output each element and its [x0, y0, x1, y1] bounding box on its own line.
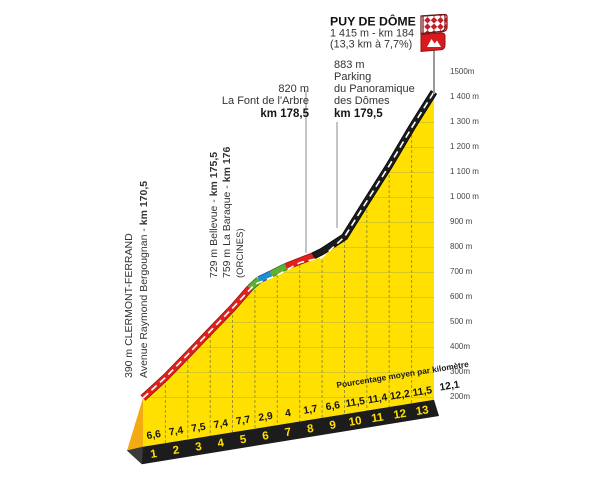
svg-text:300m: 300m — [450, 367, 470, 376]
svg-text:13: 13 — [415, 404, 430, 418]
svg-text:(13,3 km à 7,7%): (13,3 km à 7,7%) — [330, 39, 412, 51]
svg-text:7,4: 7,4 — [213, 418, 229, 431]
svg-text:2,9: 2,9 — [258, 411, 274, 424]
svg-text:700 m: 700 m — [450, 267, 473, 276]
svg-text:759 m La Baraque - km 176: 759 m La Baraque - km 176 — [221, 146, 233, 278]
svg-text:1500m: 1500m — [450, 67, 475, 76]
svg-text:820 m: 820 m — [278, 83, 309, 95]
svg-text:du Panoramique: du Panoramique — [334, 83, 415, 95]
svg-text:729 m Bellevue - km 175,5: 729 m Bellevue - km 175,5 — [208, 152, 220, 278]
svg-text:883 m: 883 m — [334, 59, 365, 71]
svg-text:km 178,5: km 178,5 — [260, 108, 309, 120]
svg-text:1 100 m: 1 100 m — [450, 167, 479, 176]
svg-text:500 m: 500 m — [450, 317, 473, 326]
svg-text:1 300 m: 1 300 m — [450, 117, 479, 126]
svg-text:6,6: 6,6 — [325, 400, 341, 413]
svg-text:7,5: 7,5 — [191, 422, 207, 435]
svg-text:900 m: 900 m — [450, 217, 473, 226]
svg-text:Parking: Parking — [334, 71, 371, 83]
svg-text:(ORCINES): (ORCINES) — [235, 228, 246, 278]
svg-text:La Font de l'Arbre: La Font de l'Arbre — [222, 95, 309, 107]
svg-text:des Dômes: des Dômes — [334, 95, 390, 107]
svg-text:390 m CLERMONT-FERRAND: 390 m CLERMONT-FERRAND — [123, 233, 135, 378]
svg-text:km 179,5: km 179,5 — [334, 108, 383, 120]
svg-text:11: 11 — [371, 411, 386, 425]
svg-text:7,4: 7,4 — [168, 425, 184, 438]
svg-text:200m: 200m — [450, 392, 470, 401]
svg-text:10: 10 — [348, 415, 363, 429]
svg-text:400m: 400m — [450, 342, 470, 351]
svg-text:Avenue Raymond Bergougnan - km: Avenue Raymond Bergougnan - km 170,5 — [138, 181, 150, 378]
svg-text:PUY DE DÔME: PUY DE DÔME — [330, 14, 416, 29]
svg-text:6,6: 6,6 — [146, 429, 162, 442]
svg-text:7,7: 7,7 — [235, 414, 251, 427]
svg-text:12: 12 — [393, 408, 408, 422]
svg-text:800 m: 800 m — [450, 242, 473, 251]
svg-text:1 200 m: 1 200 m — [450, 142, 479, 151]
svg-text:600 m: 600 m — [450, 292, 473, 301]
svg-text:1 400 m: 1 400 m — [450, 92, 479, 101]
svg-text:1,7: 1,7 — [303, 404, 319, 417]
svg-text:1 000 m: 1 000 m — [450, 192, 479, 201]
